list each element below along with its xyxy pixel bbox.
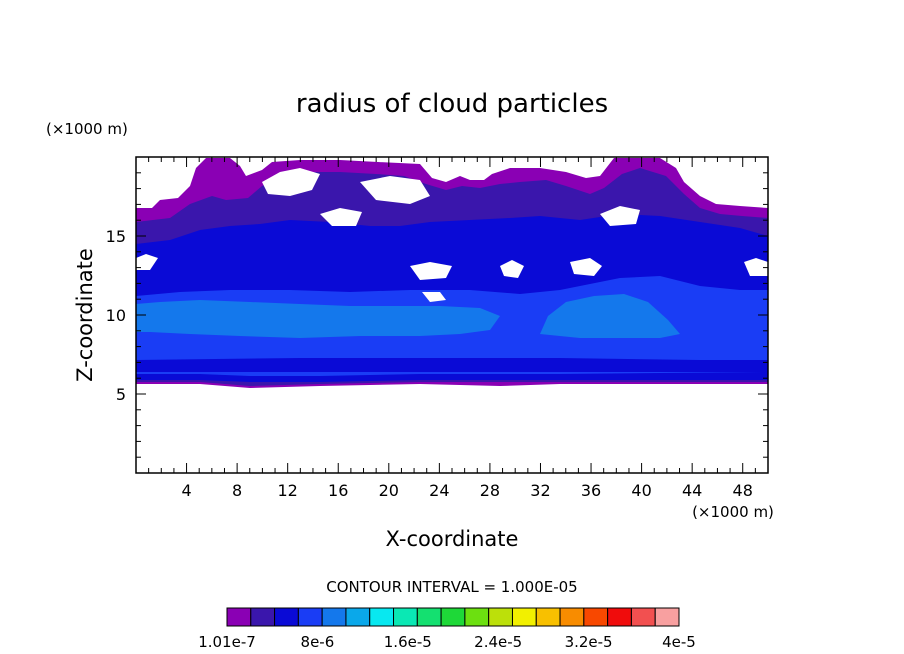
colorbar-swatch <box>226 607 252 627</box>
x-tick-label: 40 <box>631 481 651 500</box>
contour-region <box>136 358 768 372</box>
y-unit-label: (×1000 m) <box>46 120 128 138</box>
x-tick-label: 28 <box>480 481 500 500</box>
colorbar-label: 1.6e-5 <box>384 633 432 651</box>
colorbar-swatch <box>464 607 490 627</box>
colorbar-swatch <box>559 607 585 627</box>
contour-gap <box>600 206 640 226</box>
colorbar-swatch <box>535 607 561 627</box>
colorbar-swatch <box>345 607 371 627</box>
y-tick-labels: 5 10 15 <box>106 227 126 404</box>
x-tick-label: 16 <box>328 481 348 500</box>
x-tick-label: 44 <box>682 481 702 500</box>
colorbar-swatch <box>630 607 656 627</box>
y-tick-label: 15 <box>106 227 126 246</box>
contour-gap <box>500 260 524 278</box>
colorbar-swatch <box>488 607 513 627</box>
contour-gap <box>410 262 452 280</box>
x-tick-label: 36 <box>581 481 601 500</box>
colorbar-swatch <box>511 607 537 627</box>
colorbar-swatch <box>583 607 609 627</box>
contour-gap <box>422 292 446 302</box>
x-tick-label: 12 <box>278 481 298 500</box>
colorbar-swatch <box>250 607 276 627</box>
colorbar-label: 8e-6 <box>301 633 335 651</box>
y-tick-label: 5 <box>116 385 126 404</box>
contour-gap <box>744 258 768 276</box>
colorbar <box>226 607 680 627</box>
x-axis-label: X-coordinate <box>386 527 519 551</box>
contour-interval-label: CONTOUR INTERVAL = 1.000E-05 <box>326 578 577 596</box>
colorbar-label: 4e-5 <box>662 633 696 651</box>
y-axis-label: Z-coordinate <box>73 248 97 382</box>
contour-gap <box>320 208 362 226</box>
contour-gap <box>360 176 430 204</box>
colorbar-label: 2.4e-5 <box>474 633 522 651</box>
axis-ticks <box>136 157 768 473</box>
colorbar-swatch <box>416 607 442 627</box>
x-tick-label: 4 <box>181 481 191 500</box>
colorbar-swatch <box>321 607 347 627</box>
x-tick-label: 48 <box>733 481 753 500</box>
contour-gap <box>262 168 320 196</box>
colorbar-swatch <box>440 607 466 627</box>
contour-region <box>540 294 680 338</box>
x-tick-labels: 4 8 12 16 20 24 28 32 36 40 44 48 <box>181 481 752 500</box>
x-tick-label: 32 <box>530 481 550 500</box>
colorbar-swatch <box>393 607 418 627</box>
x-unit-label: (×1000 m) <box>692 503 774 521</box>
colorbar-swatch <box>297 607 323 627</box>
colorbar-labels: 1.01e-7 8e-6 1.6e-5 2.4e-5 3.2e-5 4e-5 <box>198 633 696 651</box>
colorbar-swatch <box>274 607 299 627</box>
x-tick-label: 8 <box>232 481 242 500</box>
contour-region <box>136 300 500 338</box>
colorbar-label: 3.2e-5 <box>565 633 613 651</box>
x-tick-label: 20 <box>379 481 399 500</box>
contour-gap <box>570 258 602 276</box>
colorbar-swatch <box>607 607 632 627</box>
chart-title: radius of cloud particles <box>296 89 608 119</box>
colorbar-swatch <box>654 607 680 627</box>
y-tick-label: 10 <box>106 306 126 325</box>
colorbar-label: 1.01e-7 <box>198 633 256 651</box>
x-tick-label: 24 <box>429 481 449 500</box>
contour-gap <box>136 254 158 270</box>
colorbar-swatch <box>369 607 395 627</box>
contour-fill <box>136 158 768 388</box>
